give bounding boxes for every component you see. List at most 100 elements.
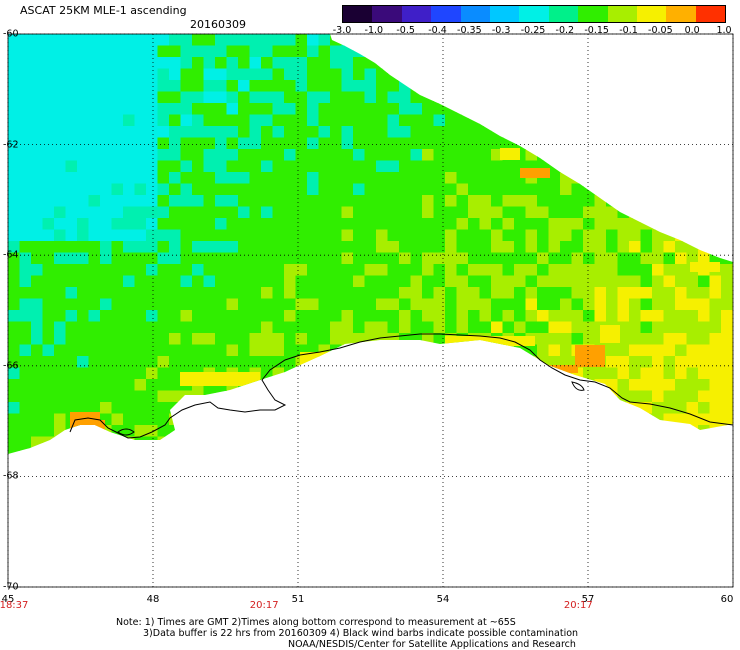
data-cell (594, 172, 607, 185)
data-cell (226, 57, 239, 70)
data-cell (330, 34, 343, 47)
data-cell (261, 172, 274, 185)
data-cell (571, 390, 584, 403)
data-cell (675, 425, 688, 438)
data-cell (31, 275, 44, 288)
data-cell (502, 218, 515, 231)
data-cell (100, 402, 113, 415)
data-cell (238, 126, 251, 139)
data-cell (663, 206, 676, 219)
data-cell (238, 344, 251, 357)
data-cell (514, 195, 527, 208)
data-cell (617, 321, 630, 334)
data-cell (514, 310, 527, 323)
data-cell (19, 252, 32, 265)
data-cell (111, 264, 124, 277)
data-cell (686, 80, 699, 93)
data-cell (123, 264, 136, 277)
data-cell (249, 390, 262, 403)
data-cell (341, 57, 354, 70)
data-cell (330, 333, 343, 346)
data-cell (238, 57, 251, 70)
data-cell (341, 413, 354, 426)
data-cell (640, 298, 653, 311)
data-cell (341, 149, 354, 162)
data-cell (295, 183, 308, 196)
latitude-tick: -70 (3, 581, 19, 593)
data-cell (709, 114, 722, 127)
data-cell (583, 252, 596, 265)
data-cell (353, 68, 366, 81)
data-cell (456, 264, 469, 277)
data-cell (721, 218, 733, 231)
data-cell (272, 218, 285, 231)
data-cell (180, 218, 193, 231)
data-cell (238, 333, 251, 346)
data-cell (525, 103, 538, 116)
data-cell (77, 45, 90, 58)
data-cell (560, 149, 573, 162)
data-cell (433, 413, 446, 426)
data-cell (88, 436, 101, 449)
data-cell (583, 310, 596, 323)
data-cell (238, 321, 251, 334)
data-cell (88, 425, 101, 438)
data-cell (629, 448, 642, 454)
data-cell (502, 195, 515, 208)
data-cell (571, 160, 584, 173)
data-cell (146, 379, 159, 392)
data-cell (640, 275, 653, 288)
data-cell (364, 425, 377, 438)
data-cell (123, 241, 136, 254)
data-cell (502, 402, 515, 415)
data-cell (226, 356, 239, 369)
colorbar-swatch (666, 6, 696, 22)
data-cell (652, 80, 665, 93)
data-cell (146, 68, 159, 81)
data-cell (594, 229, 607, 242)
data-cell (100, 310, 113, 323)
data-cell (479, 298, 492, 311)
data-cell (663, 321, 676, 334)
data-cell (433, 275, 446, 288)
data-cell (548, 126, 561, 139)
data-cell (42, 45, 55, 58)
data-cell (514, 80, 527, 93)
data-cell (537, 80, 550, 93)
data-cell (111, 149, 124, 162)
data-cell (606, 195, 619, 208)
data-cell (399, 460, 411, 472)
coastal-cell (95, 420, 105, 430)
data-cell (295, 367, 308, 380)
data-cell (8, 34, 21, 47)
data-cell (571, 298, 584, 311)
data-cell (709, 333, 722, 346)
data-cell (77, 218, 90, 231)
data-cell (698, 356, 711, 369)
data-cell (698, 57, 711, 70)
data-cell (491, 356, 504, 369)
data-cell (169, 91, 182, 104)
data-cell (353, 160, 366, 173)
data-cell (445, 68, 458, 81)
data-cell (364, 402, 377, 415)
data-cell (19, 126, 32, 139)
data-cell (330, 183, 343, 196)
data-cell (617, 356, 630, 369)
note-line-1: Note: 1) Times are GMT 2)Times along bot… (116, 617, 516, 628)
data-cell (387, 436, 400, 449)
data-cell (77, 183, 90, 196)
data-cell (100, 321, 113, 334)
data-cell (548, 241, 561, 254)
data-cell (560, 379, 573, 392)
data-cell (353, 114, 366, 127)
data-cell (698, 103, 711, 116)
data-cell (54, 436, 67, 449)
data-cell (537, 425, 550, 438)
data-cell (491, 172, 504, 185)
data-cell (491, 91, 504, 104)
data-cell (65, 367, 78, 380)
data-cell (88, 344, 101, 357)
data-cell (514, 448, 527, 454)
data-cell (468, 34, 481, 47)
